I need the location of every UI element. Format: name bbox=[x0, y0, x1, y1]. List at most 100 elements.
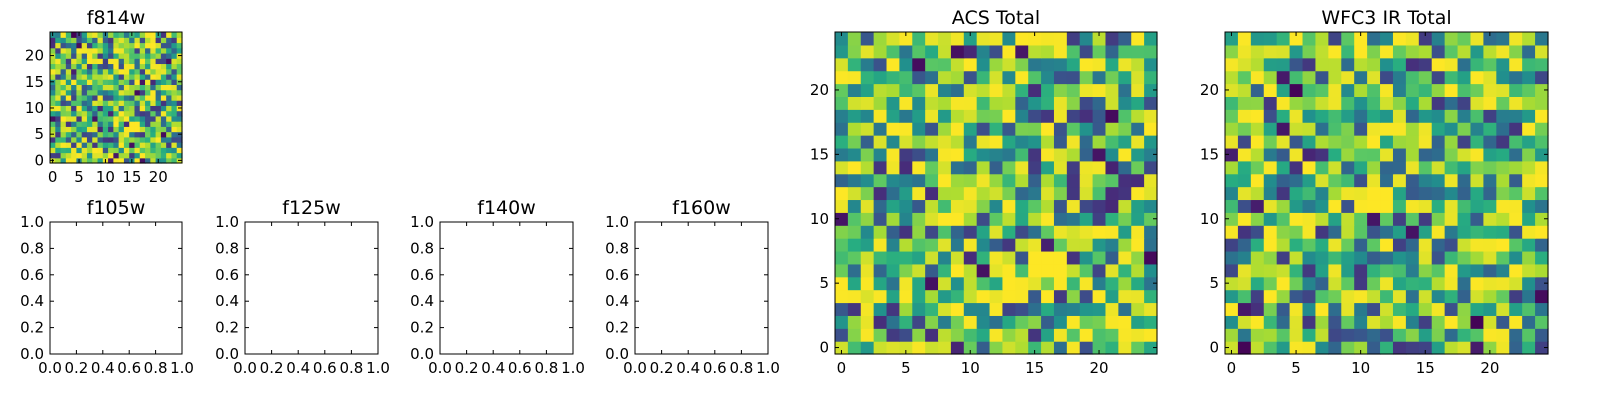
pixel-cell bbox=[1092, 32, 1107, 46]
pixel-cell bbox=[86, 58, 93, 65]
pixel-cell bbox=[1470, 160, 1484, 175]
pixel-cell bbox=[155, 89, 162, 96]
pixel-cell bbox=[1522, 341, 1536, 355]
pixel-cell bbox=[113, 79, 120, 85]
pixel-cell bbox=[92, 63, 99, 70]
pixel-cell bbox=[1509, 57, 1523, 72]
pixel-cell bbox=[886, 199, 900, 213]
pixel-cell bbox=[886, 186, 900, 201]
pixel-cell bbox=[1015, 109, 1029, 123]
pixel-cell bbox=[1509, 315, 1523, 329]
pixel-cell bbox=[1276, 341, 1291, 355]
pixel-cell bbox=[129, 84, 136, 91]
pixel-cell bbox=[134, 110, 141, 117]
pixel-cell bbox=[176, 152, 183, 159]
pixel-cell bbox=[1028, 173, 1042, 188]
pixel-cell bbox=[835, 83, 849, 97]
pixel-cell bbox=[1079, 238, 1094, 252]
pixel-cell bbox=[1225, 199, 1239, 213]
pixel-cell bbox=[938, 302, 952, 316]
pixel-cell bbox=[1431, 186, 1446, 201]
pixel-cell bbox=[1066, 315, 1081, 329]
pixel-cell bbox=[1444, 225, 1459, 239]
pixel-cell bbox=[150, 68, 157, 75]
pixel-cell bbox=[1522, 328, 1536, 342]
pixel-cell bbox=[155, 121, 162, 127]
pixel-cell bbox=[847, 44, 862, 59]
pixel-cell bbox=[1225, 289, 1239, 304]
pixel-cell bbox=[166, 52, 173, 59]
pixel-cell bbox=[76, 89, 83, 96]
pixel-cell bbox=[963, 250, 978, 265]
pixel-cell bbox=[176, 94, 183, 101]
pixel-cell bbox=[65, 94, 72, 101]
pixel-cell bbox=[1002, 57, 1016, 72]
pixel-cell bbox=[1263, 57, 1278, 72]
pixel-cell bbox=[92, 52, 99, 59]
pixel-cell bbox=[92, 147, 99, 154]
y-tick-label: 0.0 bbox=[20, 345, 44, 363]
pixel-cell bbox=[976, 341, 991, 355]
pixel-cell bbox=[847, 263, 862, 278]
y-tick-label: 1.0 bbox=[605, 213, 629, 231]
pixel-cell bbox=[160, 157, 167, 164]
pixel-cell bbox=[1028, 160, 1042, 175]
pixel-cell bbox=[1483, 276, 1497, 291]
pixel-cell bbox=[1002, 250, 1016, 265]
pixel-cell bbox=[1276, 173, 1291, 188]
pixel-cell bbox=[1509, 122, 1523, 136]
pixel-cell bbox=[50, 47, 56, 54]
pixel-cell bbox=[1092, 238, 1107, 252]
pixel-cell bbox=[1496, 276, 1510, 291]
pixel-cell bbox=[1328, 263, 1342, 278]
pixel-cell bbox=[1392, 328, 1407, 342]
pixel-cell bbox=[171, 142, 178, 148]
pixel-cell bbox=[1341, 341, 1355, 355]
pixel-cell bbox=[1470, 263, 1484, 278]
pixel-cell bbox=[886, 83, 900, 97]
pixel-cell bbox=[976, 225, 991, 239]
pixel-cell bbox=[1522, 212, 1536, 226]
pixel-cell bbox=[1444, 173, 1459, 188]
pixel-cell bbox=[129, 63, 136, 70]
x-tick-label: 10 bbox=[961, 359, 980, 377]
pixel-cell bbox=[1470, 328, 1484, 342]
pixel-cell bbox=[129, 37, 136, 44]
pixel-cell bbox=[1015, 160, 1029, 175]
pixel-cell bbox=[1225, 70, 1239, 85]
pixel-cell bbox=[1002, 135, 1016, 149]
pixel-cell bbox=[113, 147, 120, 154]
pixel-cell bbox=[1483, 289, 1497, 304]
pixel-cell bbox=[1444, 186, 1459, 201]
pixel-cell bbox=[1250, 83, 1265, 97]
pixel-cell bbox=[1431, 32, 1446, 46]
pixel-cell bbox=[65, 157, 72, 164]
pixel-cell bbox=[1392, 109, 1407, 123]
pixel-cell bbox=[938, 96, 952, 110]
pixel-cell bbox=[102, 136, 109, 143]
pixel-cell bbox=[171, 84, 178, 91]
pixel-cell bbox=[1105, 302, 1119, 316]
pixel-cell bbox=[145, 84, 151, 91]
pixel-cell bbox=[55, 89, 62, 96]
pixel-cell bbox=[1496, 173, 1510, 188]
pixel-cell bbox=[1496, 109, 1510, 123]
pixel-cell bbox=[1341, 32, 1355, 46]
pixel-cell bbox=[76, 115, 83, 122]
pixel-cell bbox=[1028, 109, 1042, 123]
pixel-cell bbox=[847, 160, 862, 175]
pixel-cell bbox=[1092, 173, 1107, 188]
pixel-cell bbox=[1289, 212, 1304, 226]
pixel-cell bbox=[81, 147, 88, 154]
pixel-cell bbox=[92, 89, 99, 96]
pixel-cell bbox=[950, 32, 965, 46]
pixel-cell bbox=[1380, 186, 1394, 201]
pixel-cell bbox=[886, 147, 900, 162]
pixel-cell bbox=[950, 263, 965, 278]
pixel-cell bbox=[835, 341, 849, 355]
pixel-cell bbox=[938, 83, 952, 97]
pixel-cell bbox=[1079, 276, 1094, 291]
pixel-cell bbox=[1118, 199, 1132, 213]
pixel-cell bbox=[950, 70, 965, 85]
